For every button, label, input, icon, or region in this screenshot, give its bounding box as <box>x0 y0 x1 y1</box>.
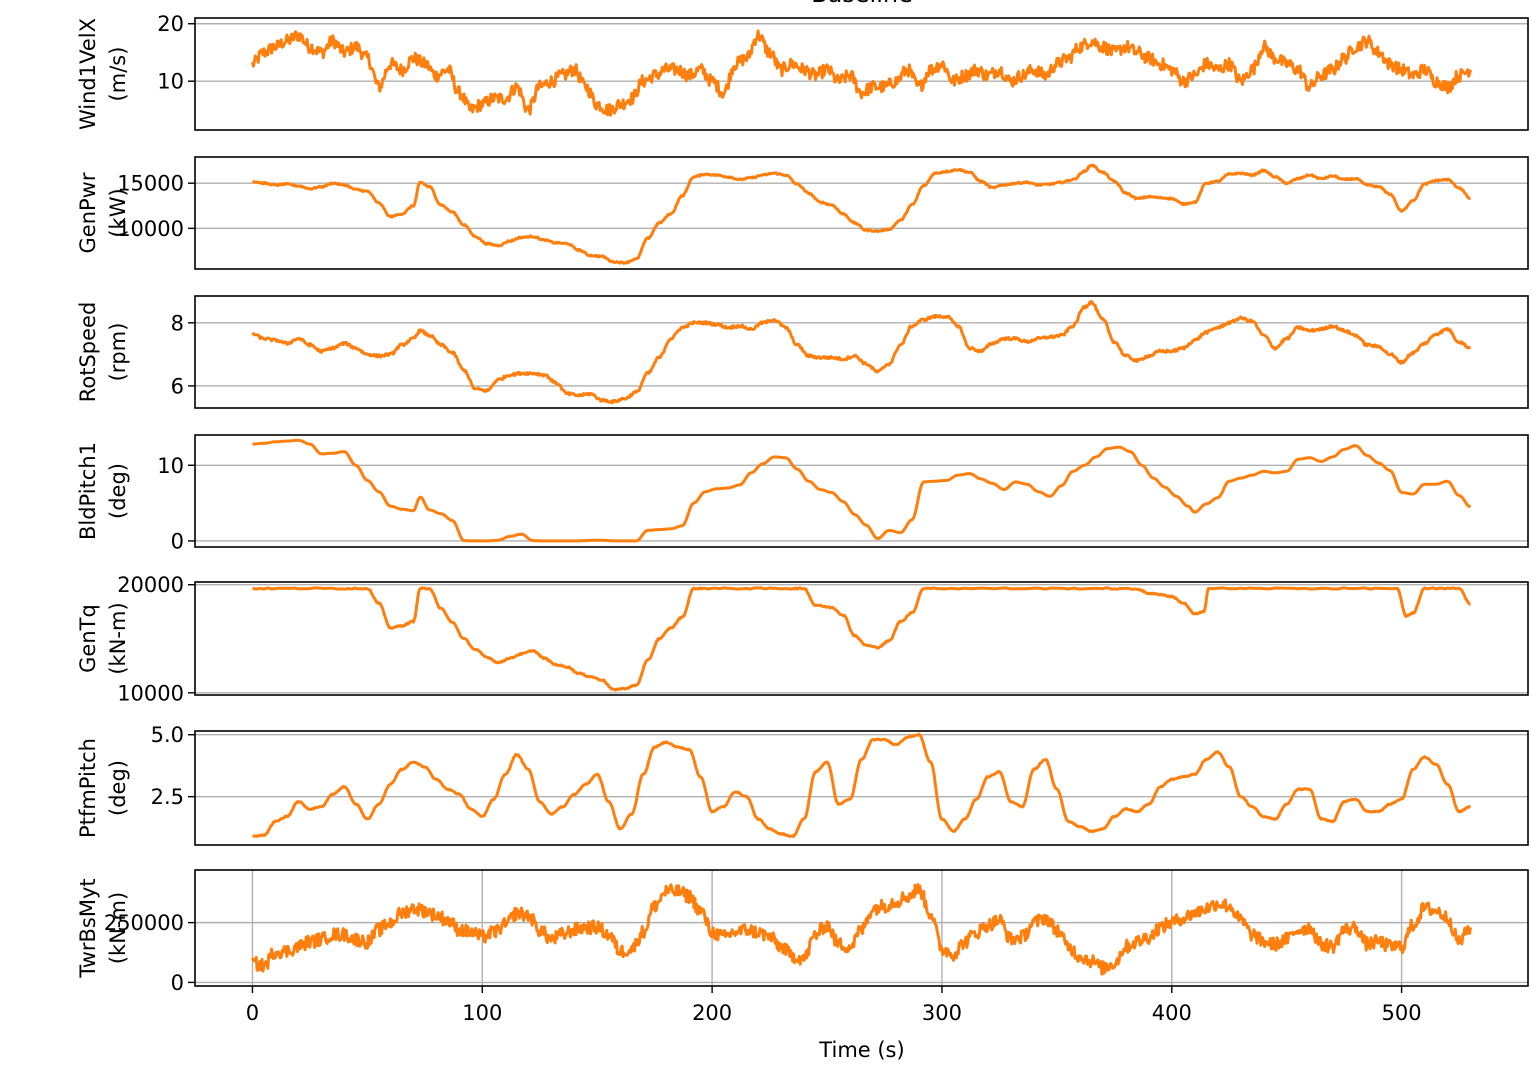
y-axis-label: (deg) <box>106 463 130 519</box>
y-tick-label: 10000 <box>117 217 184 241</box>
subplot-2: 10000 15000 GenPwr (kW) <box>76 156 1529 270</box>
y-tick-label: 10 <box>157 70 184 94</box>
y-axis-label: PtfmPitch <box>76 738 100 838</box>
axes-frame <box>194 730 1529 846</box>
x-tick-label: 300 <box>922 1001 962 1025</box>
shared-x-axis: 0 100 200 300 400 500 <box>246 986 1422 1025</box>
y-axis-label: (deg) <box>106 760 130 816</box>
series-line <box>251 732 1472 838</box>
y-axis-label: BldPitch1 <box>76 442 100 540</box>
y-axis-label: (kW) <box>106 188 130 237</box>
axes-frame <box>194 156 1529 270</box>
x-axis-label: Time (s) <box>818 1038 904 1062</box>
axes-frame <box>194 295 1529 409</box>
subplot-1: 10 20 Wind1VelX (m/s) <box>76 12 1529 131</box>
y-axis-label: RotSpeed <box>76 302 100 403</box>
y-tick-label: 2.5 <box>151 785 184 809</box>
y-tick-label: 0 <box>171 529 184 553</box>
y-tick-label: 15000 <box>117 172 184 196</box>
subplot-6: 2.5 5.0 PtfmPitch (deg) <box>76 723 1529 846</box>
series-line <box>251 163 1472 265</box>
series-line <box>252 438 1472 543</box>
y-axis-label: TwrBsMyt <box>76 878 100 978</box>
x-tick-label: 0 <box>246 1001 259 1025</box>
y-axis-label: GenTq <box>76 604 100 673</box>
axes-frame <box>194 17 1529 131</box>
subplot-3: 6 8 RotSpeed (rpm) <box>76 295 1529 409</box>
series-line <box>251 883 1472 976</box>
y-tick-label: 5.0 <box>151 723 184 747</box>
x-tick-label: 200 <box>692 1001 732 1025</box>
y-tick-label: 250000 <box>104 911 184 935</box>
axes-frame <box>194 434 1529 548</box>
series-line <box>251 299 1472 405</box>
subplot-5: 10000 20000 GenTq (kN-m) <box>76 573 1529 705</box>
y-tick-label: 10000 <box>117 681 184 705</box>
y-axis-label: (m/s) <box>106 47 130 102</box>
subplot-4: 0 10 BldPitch1 (deg) <box>76 434 1529 553</box>
y-axis-label: (kN-m) <box>106 602 130 674</box>
subplot-stack: 10 20 Wind1VelX (m/s) 10000 15000 GenPwr (kW) 6 8… <box>76 12 1529 995</box>
y-tick-label: 20 <box>157 12 184 36</box>
y-tick-label: 10 <box>157 454 184 478</box>
axes-frame <box>194 869 1529 987</box>
y-axis-label: (rpm) <box>106 323 130 382</box>
y-tick-label: 6 <box>171 374 184 398</box>
x-tick-label: 500 <box>1382 1001 1422 1025</box>
series-line <box>252 586 1472 692</box>
figure-title: Baseline <box>811 0 913 8</box>
y-tick-label: 20000 <box>117 573 184 597</box>
series-line <box>251 29 1472 117</box>
axes-frame <box>194 581 1529 696</box>
y-axis-label: GenPwr <box>76 172 100 253</box>
x-tick-label: 100 <box>462 1001 502 1025</box>
y-tick-label: 8 <box>171 311 184 335</box>
y-axis-label: (kN-m) <box>106 892 130 964</box>
y-tick-label: 0 <box>171 971 184 995</box>
x-tick-label: 400 <box>1152 1001 1192 1025</box>
y-axis-label: Wind1VelX <box>76 18 100 130</box>
